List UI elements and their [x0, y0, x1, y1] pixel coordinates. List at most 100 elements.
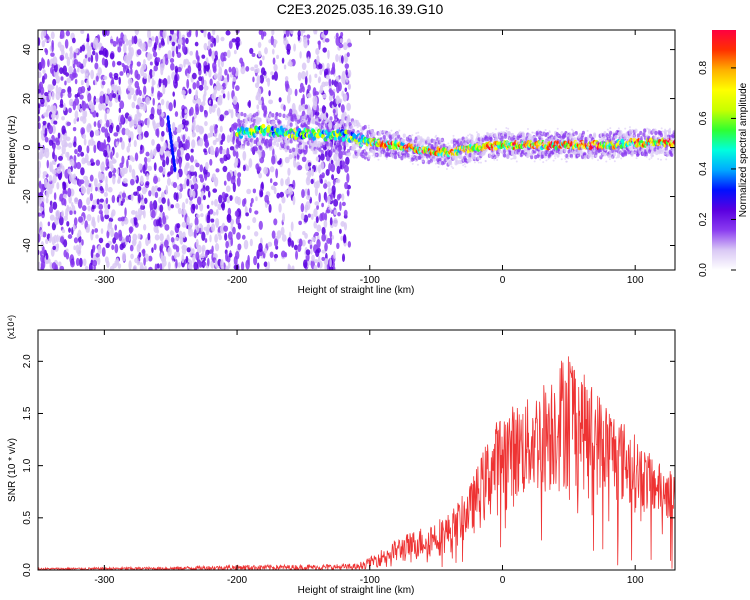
- signal-scatter: [405, 148, 408, 151]
- noise-speckle: [256, 75, 261, 85]
- signal-scatter: [531, 131, 534, 134]
- signal-scatter: [453, 141, 456, 144]
- noise-speckle: [336, 242, 340, 250]
- signal-scatter: [590, 135, 593, 138]
- noise-speckle: [312, 95, 318, 105]
- noise-speckle: [156, 263, 160, 269]
- signal-scatter: [640, 142, 643, 145]
- noise-speckle: [115, 152, 119, 159]
- signal-halo: [237, 118, 241, 124]
- noise-speckle: [138, 89, 142, 97]
- noise-speckle: [273, 63, 278, 72]
- noise-speckle: [326, 62, 330, 69]
- noise-speckle: [77, 198, 83, 209]
- noise-speckle: [158, 78, 162, 88]
- signal-scatter: [415, 132, 418, 135]
- noise-speckle: [259, 190, 264, 198]
- signal-scatter: [404, 145, 407, 148]
- noise-speckle: [167, 261, 171, 270]
- signal-scatter: [625, 132, 628, 135]
- signal-scatter: [431, 150, 434, 153]
- signal-scatter: [528, 149, 531, 152]
- signal-scatter: [603, 138, 606, 141]
- noise-speckle: [114, 224, 117, 231]
- signal-scatter: [367, 153, 370, 156]
- noise-speckle: [325, 194, 328, 203]
- signal-scatter: [628, 128, 631, 131]
- signal-scatter: [574, 133, 577, 136]
- signal-scatter: [547, 151, 550, 154]
- noise-speckle: [162, 159, 166, 168]
- noise-speckle: [253, 255, 258, 266]
- noise-speckle: [153, 175, 158, 185]
- signal-halo: [243, 112, 247, 118]
- noise-speckle: [323, 219, 328, 229]
- noise-speckle: [340, 235, 344, 241]
- noise-speckle: [211, 105, 216, 113]
- noise-speckle: [215, 217, 220, 228]
- signal-scatter: [382, 130, 385, 133]
- noise-speckle: [162, 84, 166, 95]
- noise-speckle: [158, 166, 164, 173]
- noise-speckle: [137, 194, 141, 204]
- signal-scatter: [490, 155, 493, 158]
- noise-speckle: [317, 40, 321, 45]
- signal-scatter: [624, 127, 627, 130]
- signal-halo: [432, 157, 437, 162]
- signal-scatter: [493, 158, 496, 161]
- noise-speckle: [118, 94, 121, 103]
- noise-speckle: [177, 207, 182, 215]
- signal-scatter: [641, 136, 644, 139]
- noise-speckle: [219, 125, 223, 133]
- noise-speckle: [348, 69, 352, 78]
- noise-speckle: [161, 197, 166, 204]
- noise-speckle: [153, 162, 157, 172]
- noise-speckle: [203, 42, 208, 51]
- signal-scatter: [375, 153, 378, 156]
- noise-speckle: [45, 238, 49, 245]
- noise-speckle: [133, 217, 138, 226]
- noise-speckle: [101, 57, 106, 66]
- noise-speckle: [73, 245, 76, 251]
- noise-speckle: [192, 190, 196, 199]
- noise-speckle: [144, 265, 147, 270]
- noise-speckle: [314, 30, 318, 35]
- signal-halo: [288, 112, 292, 117]
- signal-halo: [353, 144, 357, 150]
- signal-scatter: [539, 158, 542, 161]
- noise-speckle: [176, 128, 182, 134]
- noise-speckle: [189, 50, 193, 56]
- noise-speckle: [260, 67, 266, 75]
- signal-halo: [243, 123, 247, 128]
- noise-speckle: [143, 256, 146, 266]
- noise-speckle: [273, 181, 278, 187]
- signal-scatter: [654, 138, 657, 141]
- noise-speckle: [176, 52, 182, 58]
- noise-speckle: [50, 183, 54, 189]
- signal-scatter: [587, 146, 590, 149]
- noise-speckle: [98, 237, 104, 244]
- noise-speckle: [58, 261, 62, 267]
- noise-speckle: [251, 52, 256, 57]
- noise-speckle: [263, 247, 268, 254]
- noise-speckle: [247, 254, 250, 265]
- noise-speckle: [119, 100, 125, 110]
- noise-speckle: [271, 48, 275, 55]
- noise-speckle: [200, 224, 204, 233]
- noise-speckle: [232, 95, 238, 105]
- signal-scatter: [361, 131, 364, 134]
- noise-speckle: [130, 68, 133, 75]
- noise-speckle: [160, 67, 164, 76]
- signal-scatter: [556, 127, 559, 130]
- noise-speckle: [80, 127, 86, 136]
- noise-speckle: [306, 50, 311, 61]
- signal-scatter: [627, 142, 630, 145]
- noise-speckle: [42, 30, 47, 37]
- noise-speckle: [201, 54, 206, 59]
- signal-scatter: [638, 136, 641, 139]
- noise-speckle: [205, 161, 209, 171]
- noise-speckle: [47, 84, 51, 91]
- noise-speckle: [84, 68, 90, 77]
- signal-scatter: [386, 134, 389, 137]
- noise-speckle: [137, 207, 143, 218]
